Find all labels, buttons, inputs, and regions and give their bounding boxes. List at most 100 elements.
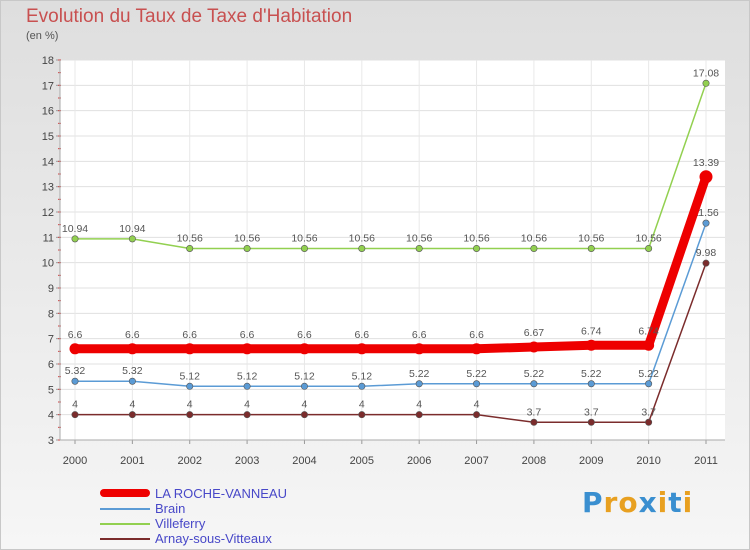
- data-label: 3.7: [527, 406, 542, 418]
- data-label: 10.94: [119, 223, 145, 235]
- series-line: [74, 82, 707, 250]
- y-tick-label: 16: [42, 106, 54, 118]
- logo-letter: i: [682, 486, 694, 519]
- data-label: 5.12: [237, 370, 258, 382]
- data-point: [585, 339, 597, 351]
- data-point: [243, 411, 251, 419]
- data-point: [530, 244, 538, 252]
- x-tick-label: 2000: [63, 455, 87, 467]
- data-point: [702, 219, 710, 227]
- data-point: [530, 418, 538, 426]
- legend-swatch-brain: [100, 508, 150, 510]
- data-label: 6.6: [182, 329, 197, 341]
- y-tick-label: 15: [42, 131, 54, 143]
- data-label: 6.6: [240, 329, 255, 341]
- data-label: 10.56: [521, 232, 547, 244]
- data-point: [645, 244, 653, 252]
- data-label: 11.56: [693, 207, 719, 219]
- data-label: 6.6: [469, 329, 484, 341]
- logo-letter: x: [638, 486, 658, 519]
- data-label: 10.56: [635, 232, 661, 244]
- data-point: [71, 235, 79, 243]
- y-tick-label: 12: [42, 207, 54, 219]
- y-tick-label: 3: [48, 435, 54, 447]
- data-point: [471, 343, 483, 355]
- data-point: [300, 411, 308, 419]
- data-label: 6.74: [581, 325, 602, 337]
- logo-letter: r: [603, 486, 619, 519]
- data-label: 4: [187, 399, 193, 411]
- y-tick-label: 18: [42, 55, 54, 67]
- data-point: [587, 380, 595, 388]
- legend-item-la-roche-vanneau: LA ROCHE-VANNEAU: [100, 486, 287, 501]
- data-point: [300, 382, 308, 390]
- data-point: [69, 343, 81, 355]
- y-tick-label: 4: [48, 410, 54, 422]
- data-point: [645, 380, 653, 388]
- legend-label-arnay-sous-vitteaux: Arnay-sous-Vitteaux: [155, 531, 272, 546]
- data-label: 6.6: [125, 329, 140, 341]
- legend-swatch-villeferry: [100, 523, 150, 525]
- series-line: [70, 172, 711, 354]
- data-label: 5.22: [638, 368, 659, 380]
- legend-item-villeferry: Villeferry: [100, 516, 287, 531]
- data-point: [415, 244, 423, 252]
- x-tick-label: 2009: [579, 455, 603, 467]
- data-point: [699, 170, 713, 184]
- x-tick-label: 2001: [120, 455, 144, 467]
- data-point: [643, 339, 655, 351]
- data-label: 17.08: [693, 67, 719, 79]
- data-label: 5.12: [180, 370, 201, 382]
- data-point: [356, 343, 368, 355]
- data-label: 13.39: [693, 157, 719, 169]
- data-point: [128, 235, 136, 243]
- data-label: 4: [129, 399, 135, 411]
- x-tick-label: 2008: [522, 455, 546, 467]
- data-point: [587, 418, 595, 426]
- legend-swatch-arnay-sous-vitteaux: [100, 538, 150, 540]
- data-point: [241, 343, 253, 355]
- data-point: [184, 343, 196, 355]
- data-point: [473, 244, 481, 252]
- data-point: [71, 377, 79, 385]
- x-tick-label: 2004: [292, 455, 316, 467]
- data-point: [186, 411, 194, 419]
- data-label: 10.56: [463, 232, 489, 244]
- data-label: 9.98: [696, 247, 717, 259]
- data-label: 4: [302, 399, 308, 411]
- logo-letter: t: [668, 486, 683, 519]
- data-point: [358, 382, 366, 390]
- data-label: 4: [416, 399, 422, 411]
- data-point: [243, 382, 251, 390]
- y-tick-label: 9: [48, 283, 54, 295]
- legend-label-brain: Brain: [155, 501, 186, 516]
- data-label: 10.56: [234, 232, 260, 244]
- plot-area: [60, 60, 725, 440]
- data-point: [530, 380, 538, 388]
- data-label: 3.7: [584, 406, 599, 418]
- y-tick-label: 11: [43, 232, 54, 244]
- data-point: [71, 411, 79, 419]
- data-label: 5.22: [581, 368, 602, 380]
- proxiti-logo: Proxiti: [582, 486, 693, 519]
- data-point: [415, 411, 423, 419]
- data-point: [587, 244, 595, 252]
- data-label: 10.56: [349, 232, 375, 244]
- series-line: [74, 262, 707, 424]
- y-axis-unit: (en %): [26, 30, 59, 42]
- logo-letter: o: [618, 486, 639, 519]
- chart-title: Evolution du Taux de Taxe d'Habitation: [26, 6, 353, 27]
- data-label: 10.94: [62, 223, 88, 235]
- data-label: 10.56: [406, 232, 432, 244]
- data-label: 3.7: [641, 406, 656, 418]
- data-point: [358, 244, 366, 252]
- data-point: [186, 244, 194, 252]
- data-label: 5.12: [294, 370, 315, 382]
- data-point: [413, 343, 425, 355]
- data-point: [300, 244, 308, 252]
- x-tick-label: 2006: [407, 455, 431, 467]
- data-label: 5.22: [409, 368, 430, 380]
- data-label: 6.6: [412, 329, 427, 341]
- data-label: 6.6: [355, 329, 370, 341]
